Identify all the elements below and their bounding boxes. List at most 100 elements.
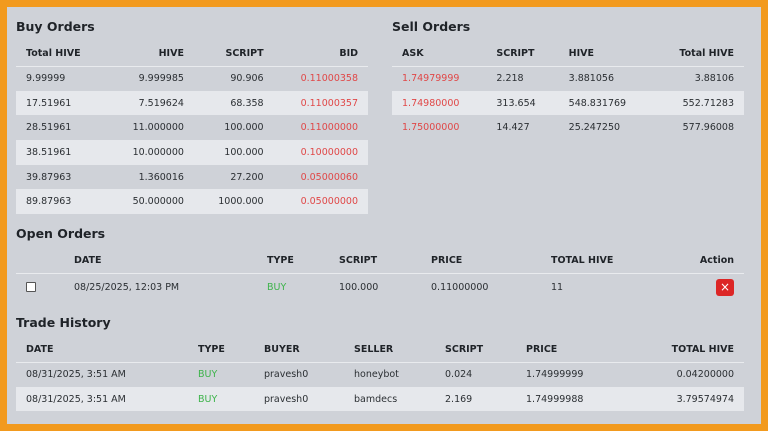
buy-bid: 0.05000000 bbox=[273, 189, 368, 215]
open-col-type: TYPE bbox=[257, 249, 329, 274]
trade-buyer: pravesh0 bbox=[254, 386, 344, 412]
trade-type: BUY bbox=[188, 386, 254, 412]
sell-script: 14.427 bbox=[496, 122, 530, 134]
buy-total-hive: 89.87963 bbox=[16, 189, 107, 215]
trade-history-header-row: DATE TYPE BUYER SELLER SCRIPT PRICE TOTA… bbox=[16, 338, 744, 363]
sell-script: 313.654 bbox=[486, 90, 559, 116]
trade-col-total-hive: TOTAL HIVE bbox=[626, 338, 744, 363]
trade-col-price: PRICE bbox=[516, 338, 627, 363]
trade-col-type: TYPE bbox=[188, 338, 254, 363]
buy-hive: 7.519624 bbox=[106, 90, 194, 116]
trade-seller: bamdecs bbox=[344, 386, 435, 412]
buy-bid: 0.10000000 bbox=[273, 140, 368, 165]
open-order-checkbox[interactable] bbox=[26, 282, 36, 293]
sell-script: 2.218 bbox=[496, 73, 524, 85]
sell-orders-table: ASK SCRIPT HIVE Total HIVE 1.74979999 2.… bbox=[392, 42, 744, 140]
buy-hive: 9.999985 bbox=[138, 73, 184, 85]
trade-buyer: pravesh0 bbox=[264, 369, 309, 381]
sell-order-row[interactable]: 1.75000000 14.427 25.247250 577.96008 bbox=[392, 115, 744, 140]
trade-seller: honeybot bbox=[354, 369, 399, 381]
close-icon: × bbox=[719, 279, 731, 294]
trade-type: BUY bbox=[198, 369, 218, 381]
buy-script: 100.000 bbox=[224, 122, 264, 134]
buy-script: 90.906 bbox=[230, 73, 264, 85]
open-order-total-hive: 11 bbox=[551, 281, 564, 293]
buy-order-row[interactable]: 89.87963 50.000000 1000.000 0.05000000 bbox=[16, 189, 368, 215]
open-col-action: Action bbox=[663, 249, 744, 274]
buy-hive: 10.000000 bbox=[106, 140, 194, 165]
buy-script: 100.000 bbox=[193, 140, 274, 165]
trade-script: 0.024 bbox=[445, 369, 473, 381]
open-order-script: 100.000 bbox=[339, 281, 379, 293]
open-orders-table: DATE TYPE SCRIPT PRICE TOTAL HIVE Action… bbox=[16, 249, 744, 301]
buy-total-hive: 17.51961 bbox=[16, 90, 107, 116]
open-col-price: PRICE bbox=[421, 249, 541, 274]
sell-orders-title: Sell Orders bbox=[392, 19, 471, 34]
sell-order-row[interactable]: 1.74979999 2.218 3.881056 3.88106 bbox=[392, 66, 744, 91]
open-col-date: DATE bbox=[64, 249, 257, 274]
sell-total-hive: 552.71283 bbox=[653, 90, 744, 116]
buy-col-bid: BID bbox=[273, 42, 368, 67]
buy-col-hive: HIVE bbox=[106, 42, 194, 67]
open-col-script: SCRIPT bbox=[329, 249, 421, 274]
trade-row: 08/31/2025, 3:51 AM BUY pravesh0 bamdecs… bbox=[16, 386, 744, 412]
buy-bid: 0.11000357 bbox=[273, 90, 368, 116]
buy-bid: 0.11000358 bbox=[300, 73, 358, 85]
trade-col-buyer: BUYER bbox=[254, 338, 344, 363]
trade-col-seller: SELLER bbox=[344, 338, 435, 363]
trade-total-hive: 0.04200000 bbox=[676, 369, 734, 381]
buy-orders-table: Total HIVE HIVE SCRIPT BID 9.99999 9.999… bbox=[16, 42, 368, 215]
buy-orders-header-row: Total HIVE HIVE SCRIPT BID bbox=[16, 42, 368, 67]
sell-hive: 25.247250 bbox=[568, 122, 621, 134]
sell-hive: 3.881056 bbox=[568, 73, 614, 85]
open-orders-title: Open Orders bbox=[16, 226, 106, 241]
open-order-action-cell: × bbox=[664, 273, 744, 301]
buy-hive: 1.360016 bbox=[138, 171, 184, 183]
sell-orders-header-row: ASK SCRIPT HIVE Total HIVE bbox=[392, 42, 744, 67]
trade-history-title: Trade History bbox=[16, 315, 111, 330]
trade-price: 1.74999988 bbox=[516, 386, 627, 412]
trade-date: 08/31/2025, 3:51 AM bbox=[16, 386, 188, 412]
buy-order-row[interactable]: 38.51961 10.000000 100.000 0.10000000 bbox=[16, 140, 368, 165]
buy-total-hive: 38.51961 bbox=[16, 140, 107, 165]
trade-col-date: DATE bbox=[16, 338, 188, 363]
buy-total-hive: 39.87963 bbox=[26, 171, 72, 183]
buy-order-row[interactable]: 39.87963 1.360016 27.200 0.05000060 bbox=[16, 165, 368, 190]
open-order-date: 08/25/2025, 12:03 PM bbox=[74, 281, 180, 293]
trade-price: 1.74999999 bbox=[526, 369, 584, 381]
buy-total-hive: 9.99999 bbox=[26, 73, 66, 85]
sell-total-hive: 577.96008 bbox=[682, 122, 734, 134]
open-order-select-cell bbox=[16, 273, 64, 301]
sell-col-script: SCRIPT bbox=[486, 42, 559, 67]
trade-script: 2.169 bbox=[435, 386, 516, 412]
buy-orders-title: Buy Orders bbox=[16, 19, 95, 34]
open-orders-header-row: DATE TYPE SCRIPT PRICE TOTAL HIVE Action bbox=[16, 249, 744, 274]
buy-bid: 0.11000000 bbox=[300, 122, 358, 134]
cancel-order-button[interactable]: × bbox=[716, 278, 734, 296]
open-col-select bbox=[16, 249, 64, 274]
market-panel: Buy Orders Total HIVE HIVE SCRIPT BID 9.… bbox=[7, 7, 761, 424]
sell-hive: 548.831769 bbox=[558, 90, 654, 116]
trade-row: 08/31/2025, 3:51 AM BUY pravesh0 honeybo… bbox=[16, 362, 744, 387]
open-order-row: 08/25/2025, 12:03 PM BUY 100.000 0.11000… bbox=[16, 273, 744, 301]
buy-script: 1000.000 bbox=[193, 189, 274, 215]
sell-order-row[interactable]: 1.74980000 313.654 548.831769 552.71283 bbox=[392, 90, 744, 116]
buy-order-row[interactable]: 9.99999 9.999985 90.906 0.11000358 bbox=[16, 66, 368, 91]
sell-ask: 1.74979999 bbox=[402, 73, 460, 85]
buy-bid: 0.05000060 bbox=[300, 171, 358, 183]
buy-script: 68.358 bbox=[193, 90, 274, 116]
sell-col-hive: HIVE bbox=[558, 42, 654, 67]
buy-order-row[interactable]: 17.51961 7.519624 68.358 0.11000357 bbox=[16, 90, 368, 116]
trade-col-script: SCRIPT bbox=[435, 338, 516, 363]
open-order-type: BUY bbox=[267, 281, 287, 293]
buy-hive: 50.000000 bbox=[106, 189, 194, 215]
buy-col-script: SCRIPT bbox=[193, 42, 274, 67]
sell-col-total-hive: Total HIVE bbox=[653, 42, 744, 67]
buy-script: 27.200 bbox=[230, 171, 264, 183]
trade-date: 08/31/2025, 3:51 AM bbox=[26, 369, 126, 381]
trade-total-hive: 3.79574974 bbox=[626, 386, 744, 412]
buy-order-row[interactable]: 28.51961 11.000000 100.000 0.11000000 bbox=[16, 115, 368, 140]
open-order-price: 0.11000000 bbox=[431, 281, 489, 293]
buy-col-total-hive: Total HIVE bbox=[16, 42, 107, 67]
sell-ask: 1.75000000 bbox=[402, 122, 460, 134]
